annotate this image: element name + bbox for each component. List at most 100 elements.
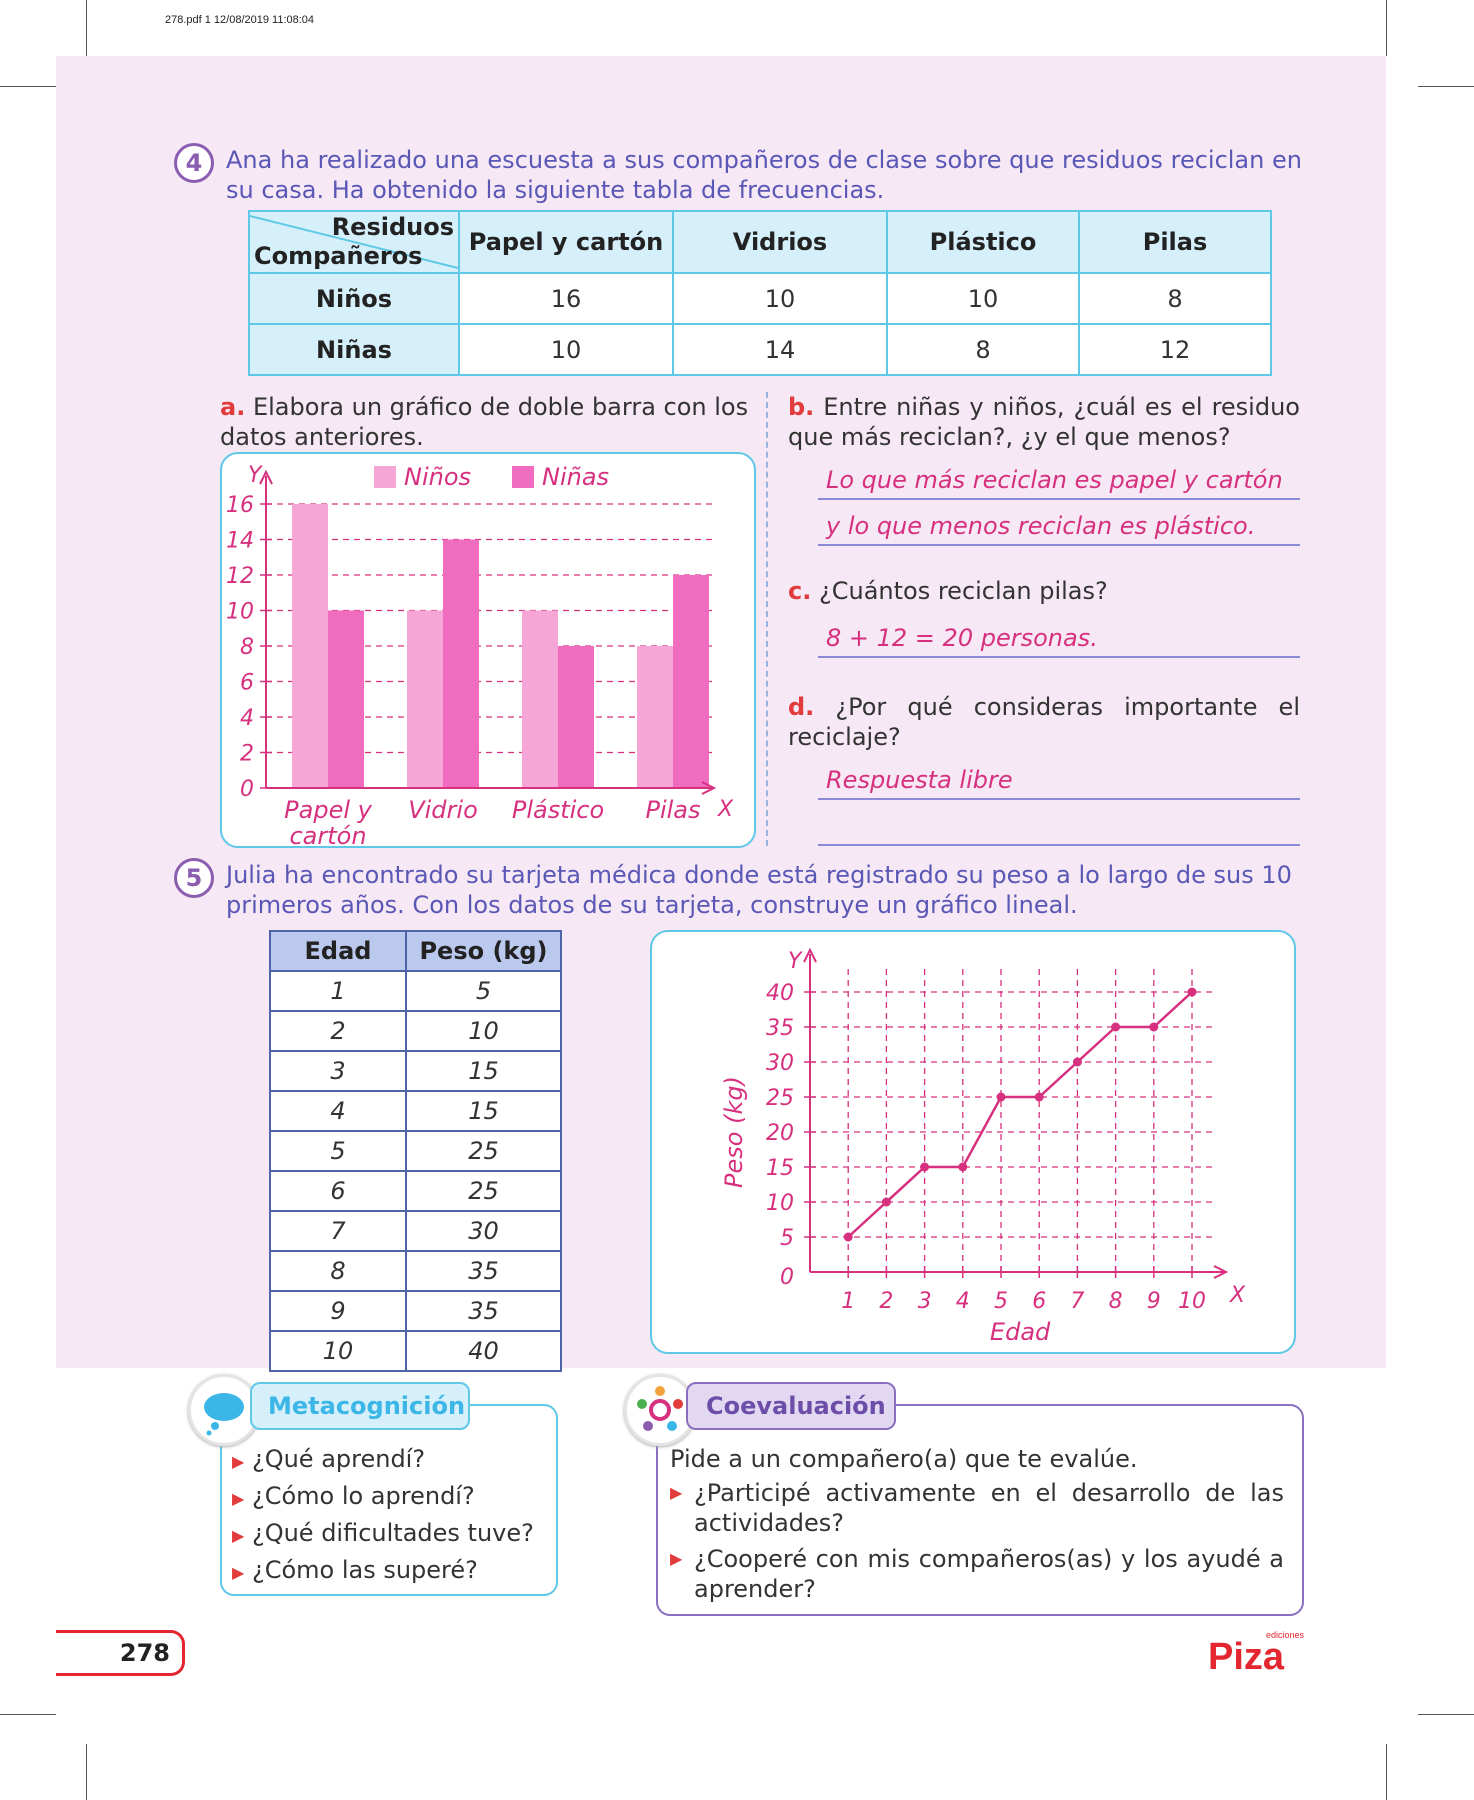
part-a-text: Elabora un gráfico de doble barra con lo… [220, 393, 749, 451]
crop-mark [86, 0, 87, 56]
data-point [1149, 1022, 1159, 1032]
bullet-icon: ▶ [232, 1563, 245, 1582]
y-tick-label: 30 [766, 1051, 794, 1076]
y-axis-letter: Y [788, 949, 803, 974]
y-axis-arrow [259, 469, 273, 485]
peso-cell: 35 [405, 1290, 562, 1332]
data-point [1187, 987, 1197, 997]
table-cell: 10 [672, 272, 888, 325]
peso-cell: 10 [405, 1010, 562, 1052]
part-c-letter: c. [788, 577, 812, 605]
recycling-table: Residuos Compañeros Papel y cartón Vidri… [248, 210, 1272, 376]
x-tick-label: 6 [1032, 1289, 1046, 1314]
x-axis-letter: X [1229, 1283, 1246, 1308]
table-row: Niños 16 10 10 8 [248, 272, 1272, 325]
brand-logo: ediciones Piza [1208, 1630, 1304, 1676]
list-item: ▶ ¿Participé activamente en el desarroll… [670, 1478, 1284, 1538]
peso-cell: 40 [405, 1330, 562, 1372]
bar-niños [407, 610, 443, 788]
y-tick-label: 0 [240, 777, 254, 802]
column-header: Vidrios [672, 210, 888, 274]
edad-cell: 6 [269, 1170, 407, 1212]
edad-cell: 8 [269, 1250, 407, 1292]
x-tick-label: Papel y [284, 796, 372, 824]
column-header: Pilas [1078, 210, 1272, 274]
table-cell: 16 [458, 272, 674, 325]
edad-cell: 1 [269, 970, 407, 1012]
x-axis-arrow [701, 781, 717, 795]
legend-swatch [374, 466, 396, 488]
line-chart-panel: 0 5 10 15 20 25 30 35 40 1 2 3 4 5 6 7 8 9 10 Y X Edad Peso (k… [650, 930, 1296, 1354]
bar-niños [637, 646, 673, 788]
x-tick-label: 1 [841, 1289, 855, 1314]
x-tick-label: 3 [918, 1289, 932, 1314]
y-tick-label: 16 [226, 493, 254, 518]
weight-line [847, 991, 1193, 1238]
question-5-number: 5 [174, 858, 214, 898]
x-tick-label: Pilas [645, 796, 700, 824]
answer-line [818, 844, 1300, 846]
x-tick-label: 5 [994, 1289, 1008, 1314]
thought-bubble-icon [204, 1393, 244, 1436]
bar-chart-panel: 0 2 4 6 8 10 12 14 16 Papel y cartón Vidrio Plástico… [220, 452, 756, 848]
crop-mark [86, 1744, 87, 1800]
edad-cell: 7 [269, 1210, 407, 1252]
x-tick-label: 9 [1147, 1289, 1161, 1314]
bullet-icon: ▶ [232, 1452, 245, 1471]
data-point [1034, 1092, 1044, 1102]
data-point [996, 1092, 1006, 1102]
part-b: b. Entre niñas y niños, ¿cuál es el resi… [788, 392, 1300, 452]
pdf-header: 278.pdf 1 12/08/2019 11:08:04 [165, 14, 315, 26]
list-item: ▶ ¿Cómo las superé? [232, 1553, 534, 1590]
edad-cell: 3 [269, 1050, 407, 1092]
y-tick-label: 4 [240, 706, 254, 731]
metacognition-title: Metacognición [268, 1392, 466, 1420]
y-tick-label: 25 [766, 1086, 794, 1111]
list-item: ▶ ¿Cooperé con mis compañeros(as) y los … [670, 1544, 1284, 1604]
table-cell: 14 [672, 323, 888, 376]
column-header: Edad [269, 930, 407, 972]
y-tick-label: 15 [766, 1156, 794, 1181]
table-cell: 8 [886, 323, 1080, 376]
x-tick-label: 8 [1109, 1289, 1123, 1314]
bar-niñas [673, 575, 709, 788]
table-row: 3 15 [269, 1050, 562, 1092]
x-tick-label: 4 [956, 1289, 970, 1314]
part-c-text: ¿Cuántos reciclan pilas? [818, 577, 1108, 605]
y-tick-label: 20 [766, 1121, 794, 1146]
data-point [843, 1232, 853, 1242]
part-a: a. Elabora un gráfico de doble barra con… [220, 392, 756, 452]
metacognition-title-tab: Metacognición [250, 1382, 470, 1430]
page-number-tab: 278 [56, 1630, 185, 1676]
data-point [958, 1162, 968, 1172]
part-c-answer: 8 + 12 = 20 personas. [826, 624, 1098, 652]
table-cell: 12 [1078, 323, 1272, 376]
row-label: Niños [248, 272, 460, 325]
y-tick-label: 5 [780, 1226, 794, 1251]
edad-cell: 10 [269, 1330, 407, 1372]
part-a-letter: a. [220, 393, 246, 421]
corner-top-label: Residuos [331, 213, 454, 241]
data-point [881, 1197, 891, 1207]
edad-cell: 9 [269, 1290, 407, 1332]
metacognition-list: ▶ ¿Qué aprendí? ▶ ¿Cómo lo aprendí? ▶ ¿Q… [232, 1442, 534, 1590]
peso-cell: 25 [405, 1170, 562, 1212]
item-text: ¿Cómo lo aprendí? [251, 1482, 475, 1510]
x-axis-arrow [1213, 1265, 1229, 1279]
question-4-number: 4 [174, 143, 214, 183]
table-row: 5 25 [269, 1130, 562, 1172]
bullet-icon: ▶ [232, 1489, 245, 1508]
table-row: 10 40 [269, 1330, 562, 1372]
peso-cell: 35 [405, 1250, 562, 1292]
bar-niños [292, 504, 328, 788]
table-row: Niñas 10 14 8 12 [248, 323, 1272, 376]
table-cell: 10 [458, 323, 674, 376]
y-axis-arrow [803, 947, 817, 963]
x-tick-label: 10 [1178, 1289, 1206, 1314]
table-row: 7 30 [269, 1210, 562, 1252]
crop-mark [0, 86, 56, 87]
answer-line [818, 656, 1300, 658]
